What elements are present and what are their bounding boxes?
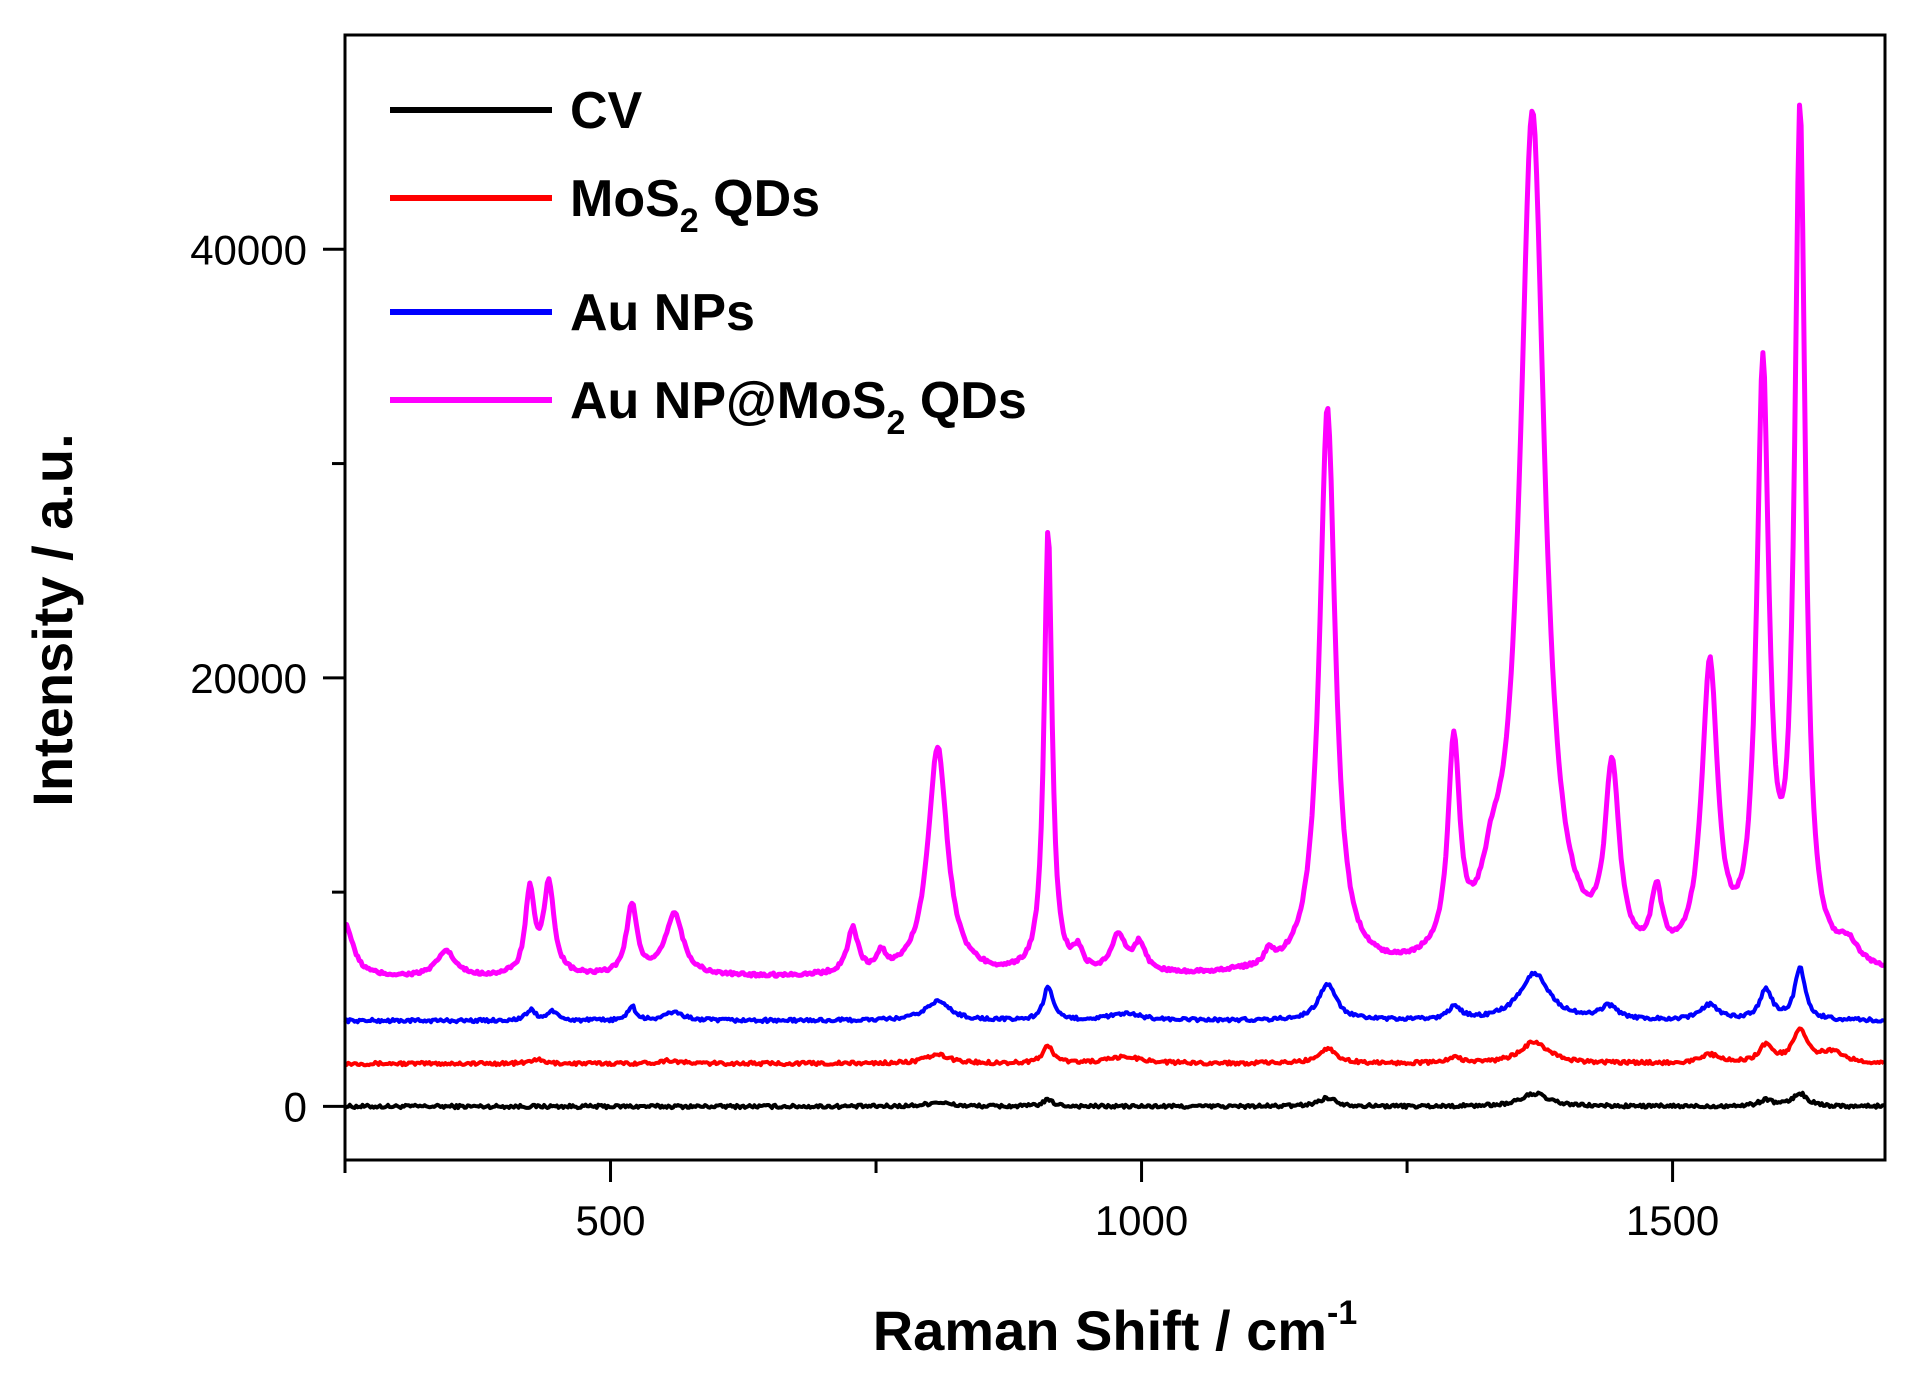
series-line-0 <box>343 1090 1885 1111</box>
x-tick-label: 1000 <box>1095 1197 1188 1244</box>
y-axis-title: Intensity / a.u. <box>21 433 84 806</box>
x-tick-label: 500 <box>575 1197 645 1244</box>
legend-label: Au NPs <box>570 284 755 342</box>
series-line-1 <box>344 1026 1886 1068</box>
series-line-3 <box>344 102 1885 979</box>
y-tick-label: 20000 <box>190 655 307 702</box>
legend: CV MoS2 QDs Au NPs Au NP@MoS2 QDs <box>390 82 1027 442</box>
legend-label: MoS2 QDs <box>570 170 820 240</box>
series-line-2 <box>343 965 1885 1025</box>
legend-label: CV <box>570 82 643 140</box>
y-tick-label: 0 <box>284 1083 307 1130</box>
x-tick-label: 1500 <box>1626 1197 1719 1244</box>
x-axis-ticks: 500 1000 1500 <box>343 1160 1719 1244</box>
legend-label: Au NP@MoS2 QDs <box>570 372 1027 442</box>
y-tick-label: 40000 <box>190 226 307 273</box>
y-axis-ticks: 0 20000 40000 <box>190 226 345 1130</box>
plot-frame <box>343 33 1887 1162</box>
x-axis-title: Raman Shift / cm-1 <box>873 1294 1358 1362</box>
series-lines <box>343 102 1886 1111</box>
